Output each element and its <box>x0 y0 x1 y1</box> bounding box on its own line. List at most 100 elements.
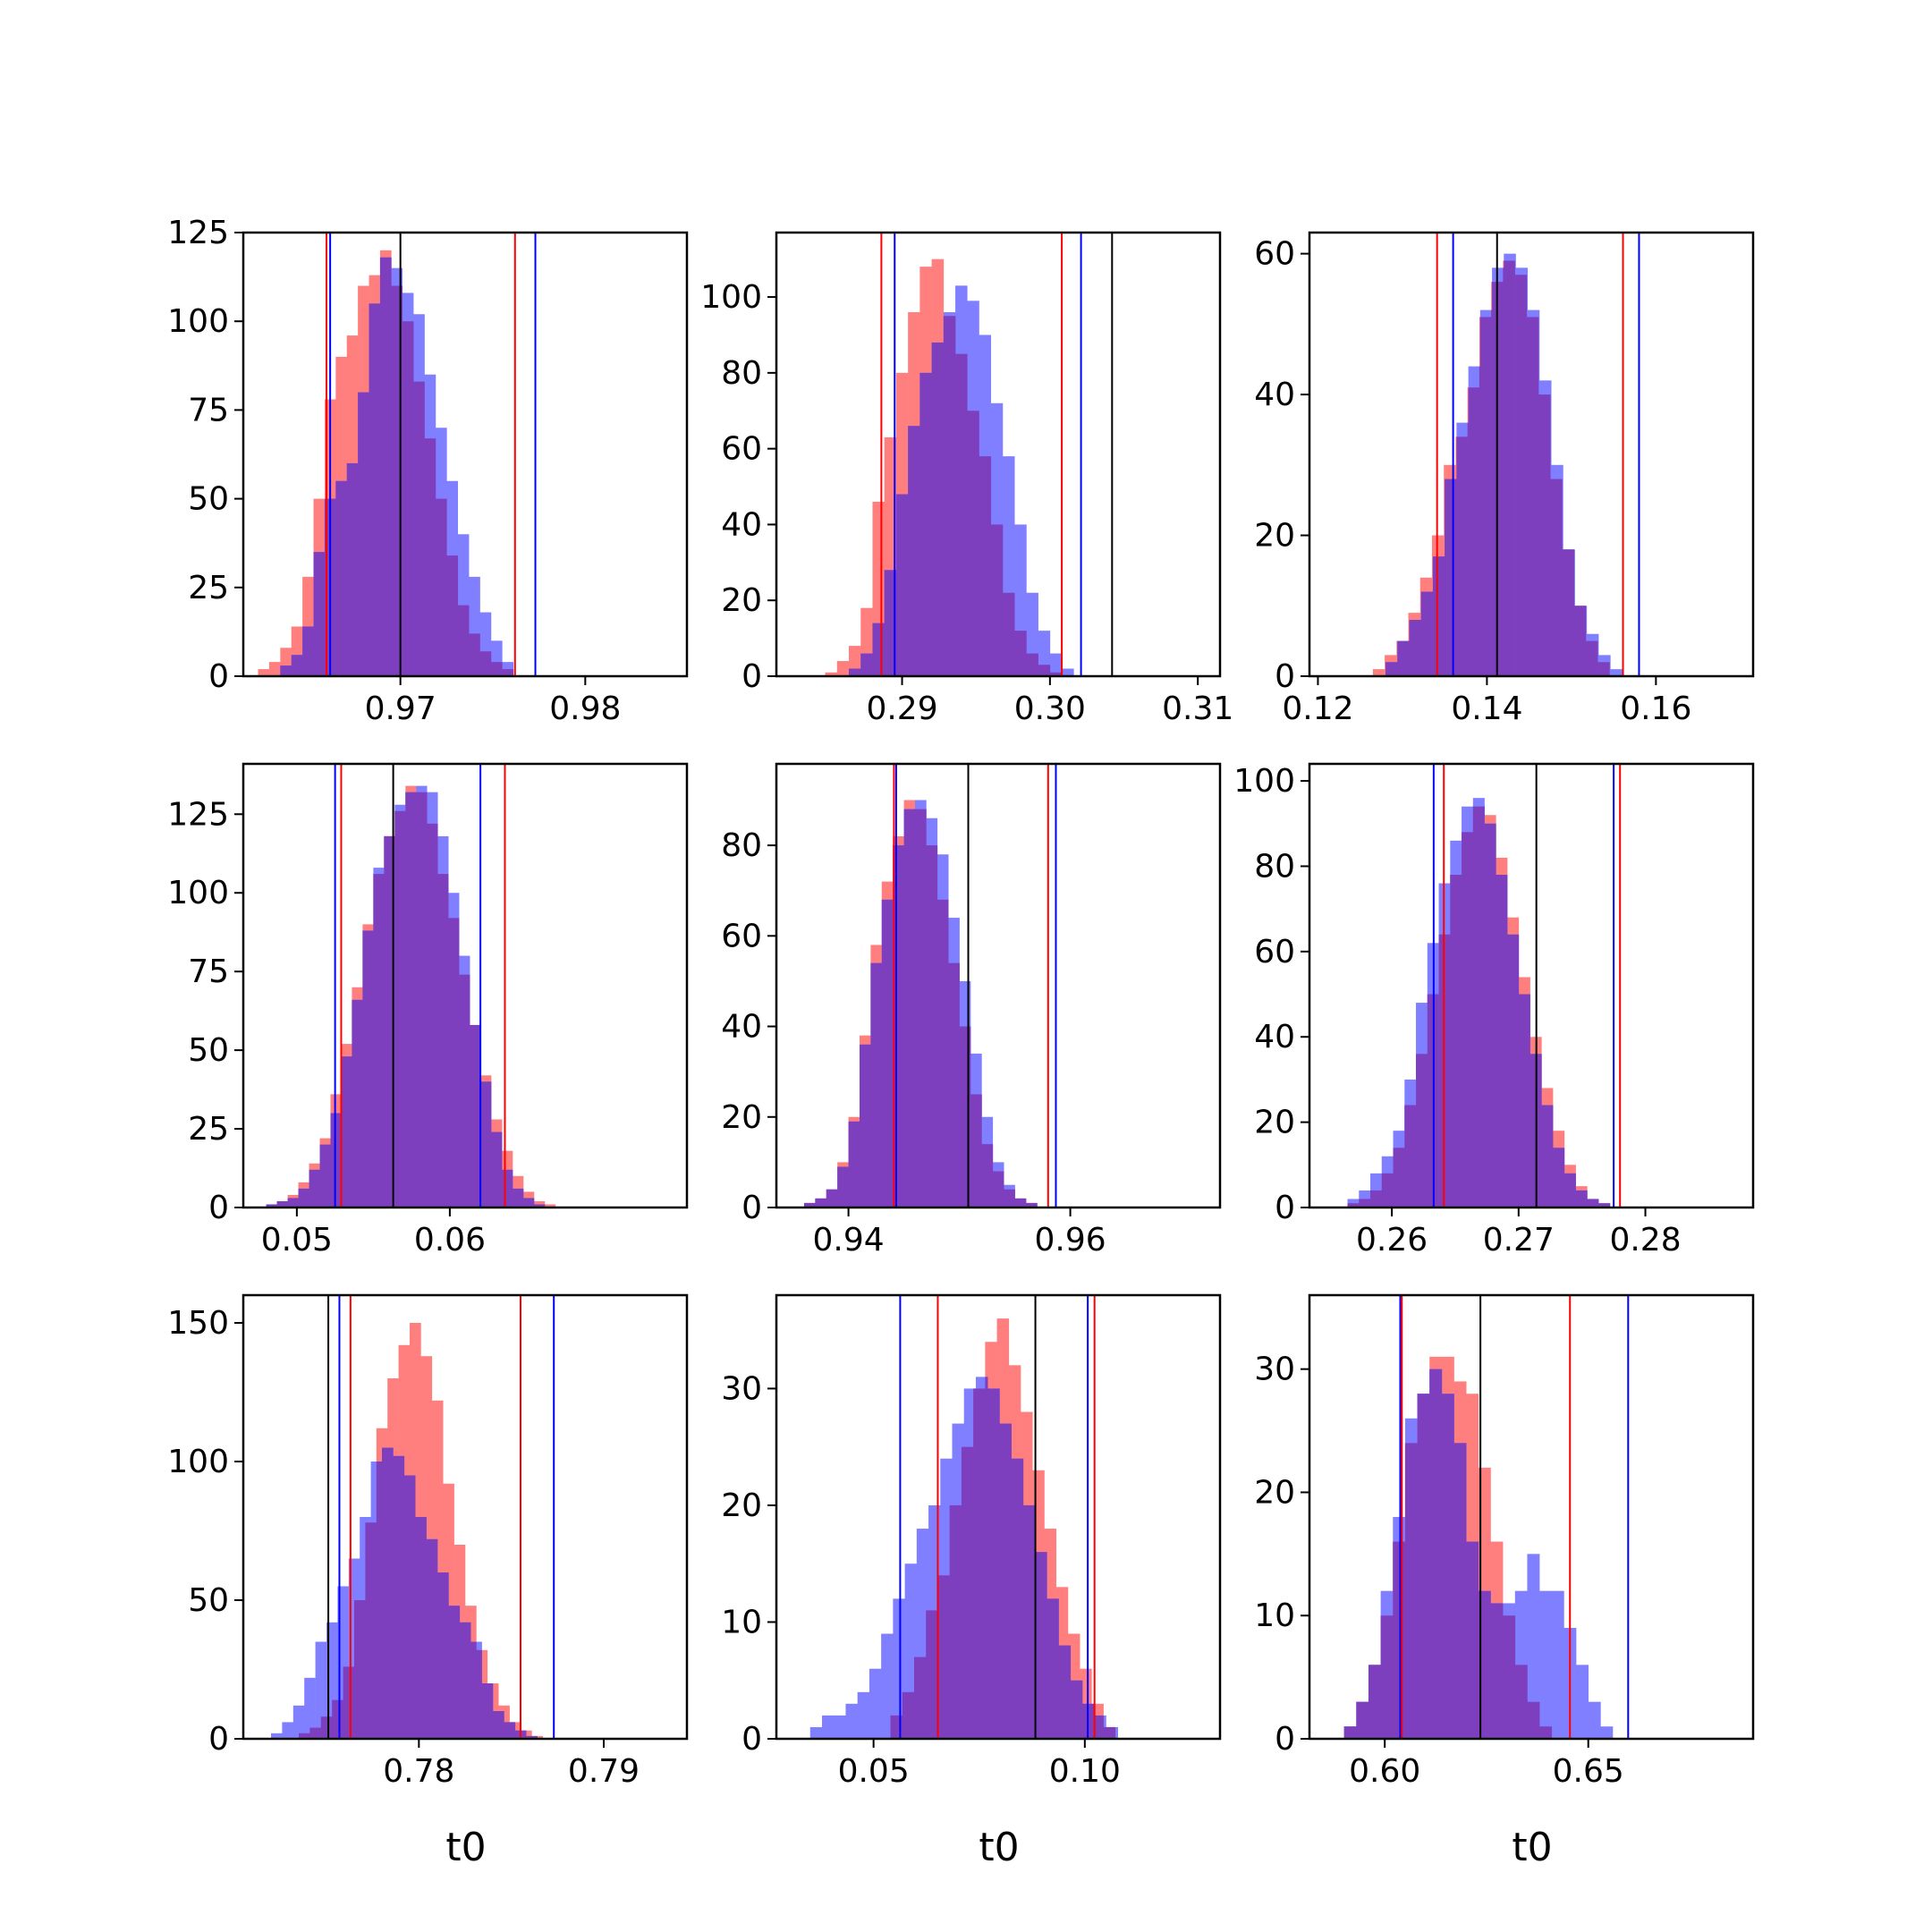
y-tick-label: 60 <box>721 431 762 468</box>
overlap-bar <box>502 669 514 676</box>
overlap-bar <box>1004 1189 1015 1208</box>
overlap-bar <box>1455 479 1457 676</box>
blue-bar <box>845 1703 858 1739</box>
overlap-bar <box>1479 366 1481 676</box>
overlap-bar <box>1515 275 1528 676</box>
red-bar <box>836 661 850 676</box>
overlap-bar <box>1503 267 1504 676</box>
overlap-bar <box>1527 1701 1540 1739</box>
blue-bar <box>881 1633 894 1739</box>
histogram-panel-1: 0.97 0.98 0 25 50 75 100 125 <box>167 215 689 727</box>
overlap-bar <box>309 1727 316 1739</box>
y-tick-label: 40 <box>1254 1019 1295 1055</box>
overlap-bar <box>280 665 292 676</box>
overlap-bar <box>1468 387 1480 676</box>
plot-area <box>1347 764 1622 1208</box>
red-bar <box>258 669 270 676</box>
blue-bar <box>1610 669 1623 676</box>
overlap-bar <box>332 1699 338 1739</box>
y-tick-label: 0 <box>1275 658 1295 695</box>
overlap-bar <box>948 962 960 1208</box>
overlap-bar <box>1002 592 1015 676</box>
overlap-bar <box>309 1169 320 1208</box>
overlap-bar <box>1070 1680 1080 1739</box>
y-tick-label: 0 <box>208 1190 229 1226</box>
blue-bar <box>1576 1665 1589 1739</box>
overlap-bar <box>457 605 470 676</box>
overlap-bar <box>1356 1701 1369 1739</box>
x-tick-label: 0.29 <box>866 691 937 727</box>
y-tick-label: 100 <box>167 1444 229 1480</box>
overlap-bar <box>319 1144 331 1208</box>
histogram-panel-5: 0.94 0.96 0 20 40 60 80 <box>721 762 1222 1258</box>
overlap-bar <box>435 498 447 676</box>
overlap-bar <box>908 426 920 676</box>
overlap-bar <box>815 1198 827 1208</box>
y-tick-label: 50 <box>188 481 229 518</box>
overlap-bar <box>1106 1726 1116 1739</box>
overlap-bar <box>352 999 363 1208</box>
x-tick-label: 0.30 <box>1014 691 1086 727</box>
overlap-bar <box>1026 653 1038 676</box>
overlap-bar <box>354 1600 360 1739</box>
overlap-bar <box>999 1423 1010 1739</box>
overlap-bar <box>981 1144 994 1208</box>
overlap-bar <box>387 1447 394 1739</box>
overlap-bar <box>849 668 861 676</box>
overlap-bar <box>1385 662 1397 676</box>
overlap-bar <box>1526 317 1529 676</box>
overlap-bar <box>1450 875 1462 1208</box>
histogram-panel-9: 0.60 0.65 0 10 20 30 <box>1254 1293 1755 1790</box>
overlap-bar <box>937 1575 941 1739</box>
y-tick-label: 40 <box>721 1009 762 1046</box>
overlap-bar <box>1597 662 1599 676</box>
overlap-bar <box>928 1610 938 1739</box>
overlap-bar <box>1103 1726 1106 1739</box>
overlap-bar <box>1503 1615 1516 1739</box>
histogram-panel-7: 0.78 0.79 0 50 100 150 <box>167 1293 689 1790</box>
overlap-bar <box>804 1202 816 1208</box>
x-tick-label: 0.05 <box>838 1753 910 1790</box>
overlap-bar <box>1094 1715 1104 1739</box>
overlap-bar <box>1491 309 1493 676</box>
overlap-bar <box>872 623 885 676</box>
overlap-bar <box>365 1522 371 1739</box>
x-tick-label: 0.96 <box>1035 1222 1106 1258</box>
overlap-bar <box>895 494 909 676</box>
overlap-bar <box>1479 317 1492 676</box>
overlap-bar <box>915 809 927 1208</box>
histogram-panel-8: 0.05 0.10 0 10 20 30 <box>721 1293 1222 1790</box>
overlap-bar <box>1445 479 1456 676</box>
overlap-bar <box>1397 640 1409 676</box>
overlap-bar <box>1409 620 1421 676</box>
overlap-bar <box>1514 1665 1528 1739</box>
blue-bar <box>857 1691 870 1739</box>
overlap-bar <box>1507 934 1520 1208</box>
overlap-bar <box>394 810 406 1208</box>
overlap-bar <box>480 1081 492 1208</box>
overlap-bar <box>902 1691 905 1739</box>
overlap-bar <box>426 1538 433 1739</box>
y-tick-label: 40 <box>721 506 762 543</box>
overlap-bar <box>975 1388 986 1739</box>
axes-frame <box>1308 231 1755 678</box>
overlap-bar <box>1587 1199 1599 1208</box>
overlap-bar <box>410 1475 416 1739</box>
overlap-bar <box>291 655 303 676</box>
overlap-bar <box>470 1641 477 1739</box>
overlap-bar <box>459 974 470 1208</box>
overlap-bar <box>919 372 932 676</box>
blue-bar <box>1062 668 1074 676</box>
overlap-bar <box>979 456 992 676</box>
y-tick-label: 20 <box>1254 1474 1295 1511</box>
plot-area <box>1343 1295 1630 1739</box>
y-tick-label: 30 <box>1254 1352 1295 1388</box>
overlap-bar <box>402 321 414 676</box>
overlap-bar <box>1462 832 1474 1208</box>
overlap-bar <box>1021 1458 1024 1739</box>
overlap-bar <box>370 1522 377 1739</box>
overlap-bar <box>266 1204 277 1208</box>
y-tick-label: 0 <box>208 1721 229 1758</box>
overlap-bar <box>1518 994 1530 1208</box>
overlap-bar <box>1514 275 1516 676</box>
